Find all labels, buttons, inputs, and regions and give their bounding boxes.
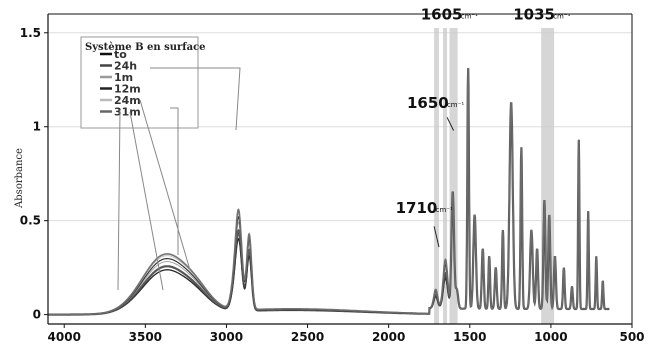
highlight-band — [434, 28, 439, 324]
legend-pointer — [170, 107, 179, 255]
legend-entry: 31m — [114, 106, 141, 119]
annotation-label: 1650 — [407, 94, 449, 112]
annotation-unit: cm⁻¹ — [553, 13, 570, 21]
legend-pointer — [150, 67, 241, 131]
annotation-arrow — [446, 117, 455, 131]
legend-entry: 1m — [114, 71, 133, 84]
legend-title: Système B en surface — [85, 42, 206, 53]
y-tick-label: 0 — [33, 308, 41, 322]
annotation-unit: cm⁻¹ — [436, 206, 453, 214]
series-lines — [48, 68, 610, 316]
annotation-unit: cm⁻¹ — [461, 13, 478, 21]
annotation-label: 1605 — [421, 6, 463, 24]
x-tick-label: 1500 — [453, 330, 486, 344]
highlight-band — [449, 28, 458, 324]
annotation-label: 1710 — [396, 199, 438, 217]
x-tick-label: 4000 — [48, 330, 81, 344]
x-tick-label: 2500 — [291, 330, 324, 344]
annotation-label: 1035 — [513, 6, 555, 24]
legend-pointer — [129, 111, 164, 291]
y-tick-label: 1 — [33, 120, 41, 134]
legend-entry: 24h — [114, 60, 137, 73]
x-tick-label: 3500 — [129, 330, 162, 344]
axes: 4000 3500 3000 2500 2000 1500 1000 500 0 0.5 1 1.5 — [20, 13, 645, 344]
annotation-arrow — [433, 226, 440, 248]
x-tick-label: 500 — [619, 330, 644, 344]
y-tick-label: 0.5 — [20, 214, 41, 228]
y-axis-label: Absorbance — [14, 148, 25, 209]
legend-pointer — [117, 109, 121, 291]
legend-entry: to — [114, 48, 127, 61]
series-line — [48, 68, 610, 316]
legend-entry: 24m — [114, 94, 141, 107]
x-tick-label: 3000 — [210, 330, 243, 344]
annotation-unit: cm⁻¹ — [447, 101, 464, 109]
highlight-band — [443, 28, 448, 324]
legend-entry: 12m — [114, 83, 141, 96]
x-tick-label: 2000 — [372, 330, 405, 344]
legend-pointer — [139, 99, 191, 271]
y-tick-label: 1.5 — [20, 26, 41, 40]
x-tick-label: 1000 — [534, 330, 567, 344]
